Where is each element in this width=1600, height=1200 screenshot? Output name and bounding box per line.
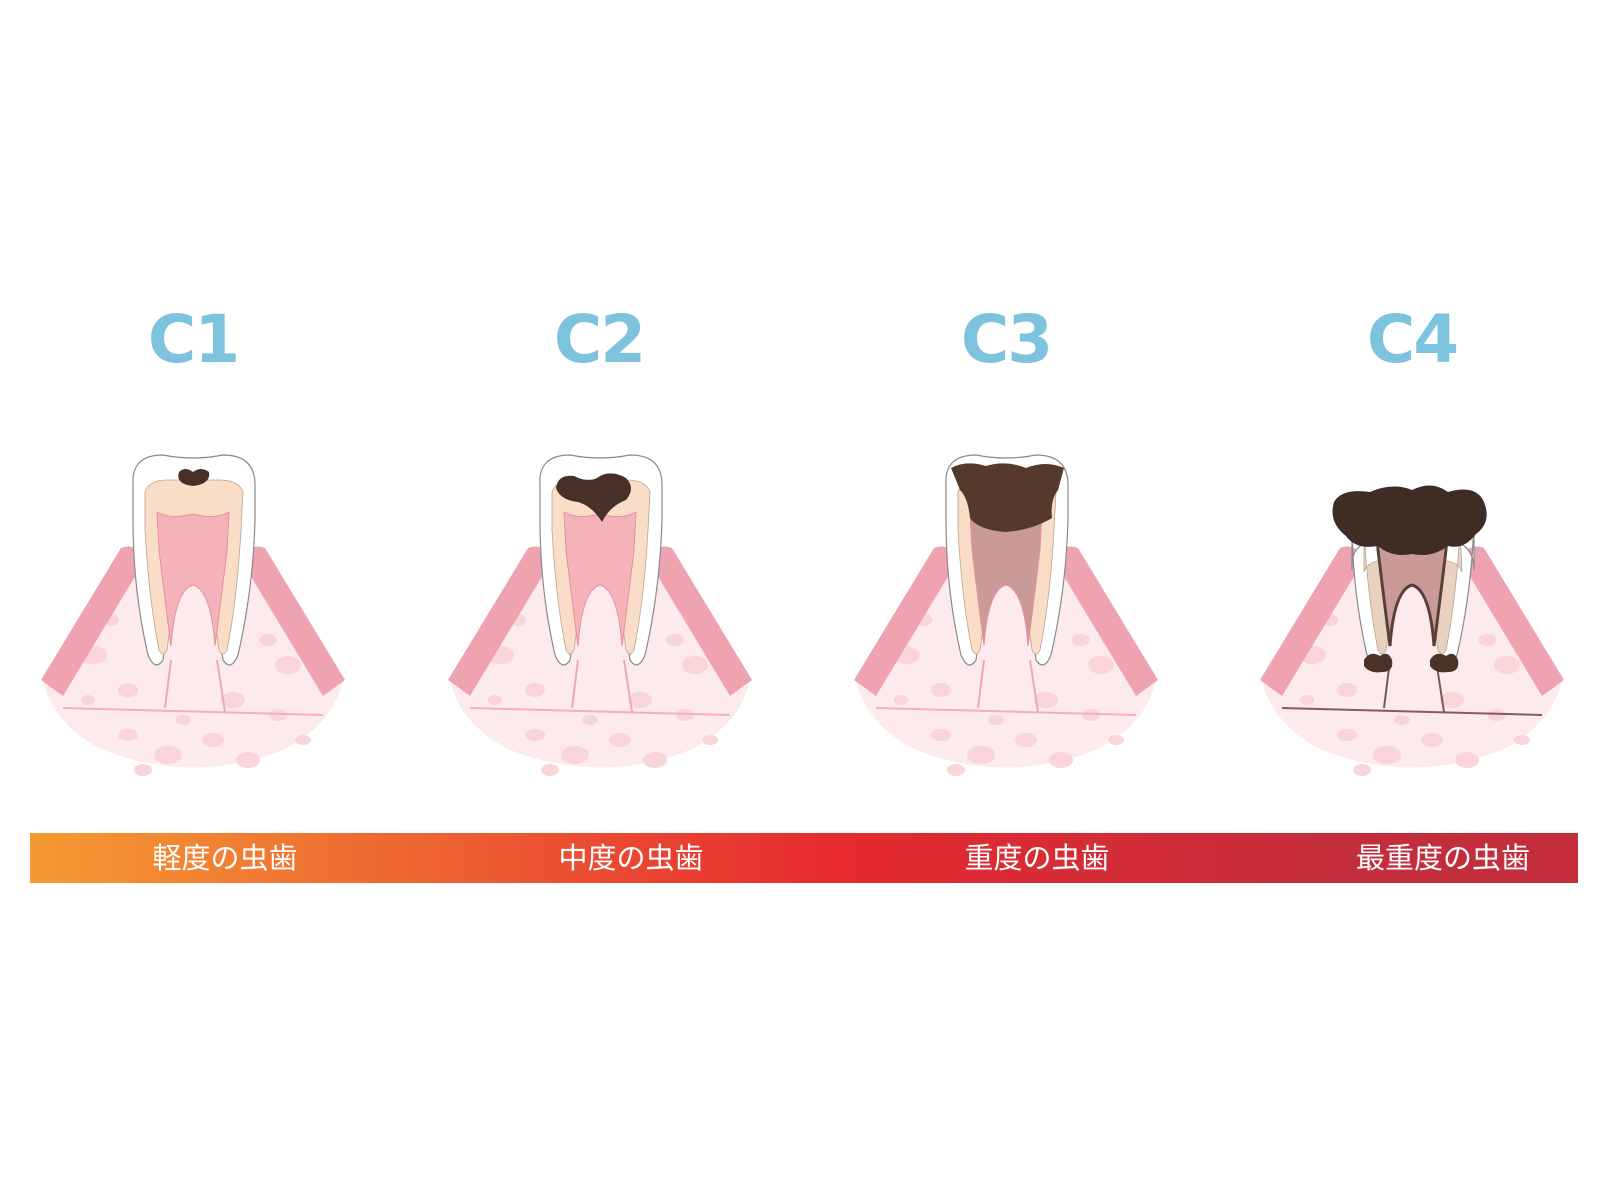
bone-spot bbox=[1337, 683, 1357, 697]
bone-spot bbox=[609, 733, 631, 747]
tooth-c3-illustration bbox=[854, 454, 1158, 776]
bone-spot bbox=[931, 729, 951, 741]
severity-bar: 軽度の虫歯 中度の虫歯 重度の虫歯 最重度の虫歯 bbox=[30, 833, 1578, 883]
bone-spot bbox=[1478, 634, 1496, 646]
bone-spot bbox=[947, 764, 965, 776]
bone-spot bbox=[221, 692, 245, 708]
gum-right bbox=[648, 546, 752, 696]
decay-crown bbox=[1332, 485, 1487, 555]
bone-spot bbox=[561, 746, 589, 764]
bone-spot bbox=[666, 634, 684, 646]
decay-root-right bbox=[1430, 653, 1459, 673]
bone-spot bbox=[1421, 733, 1443, 747]
bone-spot bbox=[525, 683, 545, 697]
decay-spot bbox=[556, 473, 631, 522]
pulp bbox=[156, 511, 230, 647]
bone-spot bbox=[988, 715, 1004, 725]
bone-spot bbox=[1373, 746, 1401, 764]
bone-spot bbox=[628, 692, 652, 708]
bone-spot bbox=[154, 746, 182, 764]
bone-spot bbox=[702, 735, 718, 745]
bone-spot bbox=[81, 695, 95, 705]
tooth-c4-illustration bbox=[1260, 485, 1564, 776]
bone-spot bbox=[175, 715, 191, 725]
bone-spot bbox=[1072, 634, 1090, 646]
nerve-left bbox=[977, 659, 985, 709]
bone-area bbox=[450, 560, 750, 768]
stage-label-c2: C2 bbox=[553, 301, 646, 378]
bone-spot bbox=[1455, 752, 1479, 768]
bone-spot bbox=[1353, 764, 1371, 776]
nerve-right bbox=[216, 659, 226, 713]
bone-spot bbox=[894, 695, 908, 705]
bone-line bbox=[469, 707, 731, 716]
bone-spot bbox=[1082, 709, 1100, 721]
bone-spot bbox=[1015, 733, 1037, 747]
bone-spot bbox=[931, 683, 951, 697]
decay-spot bbox=[178, 469, 210, 486]
nerve-right bbox=[1029, 659, 1039, 713]
bone-spot bbox=[541, 764, 559, 776]
bone-spot bbox=[1088, 656, 1114, 674]
bone-spot bbox=[202, 733, 224, 747]
bone-spot bbox=[525, 729, 545, 741]
severity-label-c1: 軽度の虫歯 bbox=[152, 841, 298, 875]
bone-spot bbox=[1300, 695, 1314, 705]
bone-line bbox=[1281, 707, 1543, 716]
tooth-c2-illustration bbox=[448, 454, 752, 776]
bone-spot bbox=[488, 695, 502, 705]
gum-right bbox=[241, 546, 345, 696]
bone-area bbox=[856, 560, 1156, 768]
bone-spot bbox=[295, 735, 311, 745]
bone-spot bbox=[1394, 715, 1410, 725]
bone-spot bbox=[676, 709, 694, 721]
bone-spot bbox=[1494, 656, 1520, 674]
bone-area bbox=[43, 560, 343, 768]
nerve-right bbox=[623, 659, 633, 713]
bone-spot bbox=[582, 715, 598, 725]
severity-label-c4: 最重度の虫歯 bbox=[1355, 841, 1530, 875]
bone-spot bbox=[269, 709, 287, 721]
stage-label-c1: C1 bbox=[147, 301, 240, 378]
bone-spot bbox=[967, 746, 995, 764]
gum-left bbox=[1260, 546, 1364, 696]
severity-label-c2: 中度の虫歯 bbox=[558, 841, 704, 875]
bone-spot bbox=[1108, 735, 1124, 745]
bone-spot bbox=[118, 729, 138, 741]
bone-spot bbox=[1440, 692, 1464, 708]
stage-label-c3: C3 bbox=[960, 301, 1053, 378]
nerve-left bbox=[571, 659, 579, 709]
bone-spot bbox=[275, 656, 301, 674]
gum-left bbox=[41, 546, 145, 696]
bone-spot bbox=[134, 764, 152, 776]
bone-spot bbox=[682, 656, 708, 674]
decay-spot bbox=[951, 463, 1064, 532]
bone-spot bbox=[259, 634, 277, 646]
bone-spot bbox=[236, 752, 260, 768]
gum-left bbox=[854, 546, 958, 696]
bone-area bbox=[1262, 560, 1562, 768]
bone-spot bbox=[1337, 729, 1357, 741]
bone-spot bbox=[1514, 735, 1530, 745]
bone-spot bbox=[1488, 709, 1506, 721]
stage-label-c4: C4 bbox=[1366, 301, 1459, 378]
bone-line bbox=[875, 707, 1137, 716]
bone-spot bbox=[118, 683, 138, 697]
tooth-c1-illustration bbox=[41, 454, 345, 776]
bone-spot bbox=[643, 752, 667, 768]
severity-label-c3: 重度の虫歯 bbox=[964, 841, 1110, 875]
bone-spot bbox=[1049, 752, 1073, 768]
gum-right bbox=[1054, 546, 1158, 696]
decay-root-left bbox=[1364, 653, 1393, 673]
bone-line bbox=[62, 707, 324, 716]
gum-right bbox=[1460, 546, 1564, 696]
nerve-left bbox=[164, 659, 172, 709]
bone-spot bbox=[1034, 692, 1058, 708]
gum-left bbox=[448, 546, 552, 696]
